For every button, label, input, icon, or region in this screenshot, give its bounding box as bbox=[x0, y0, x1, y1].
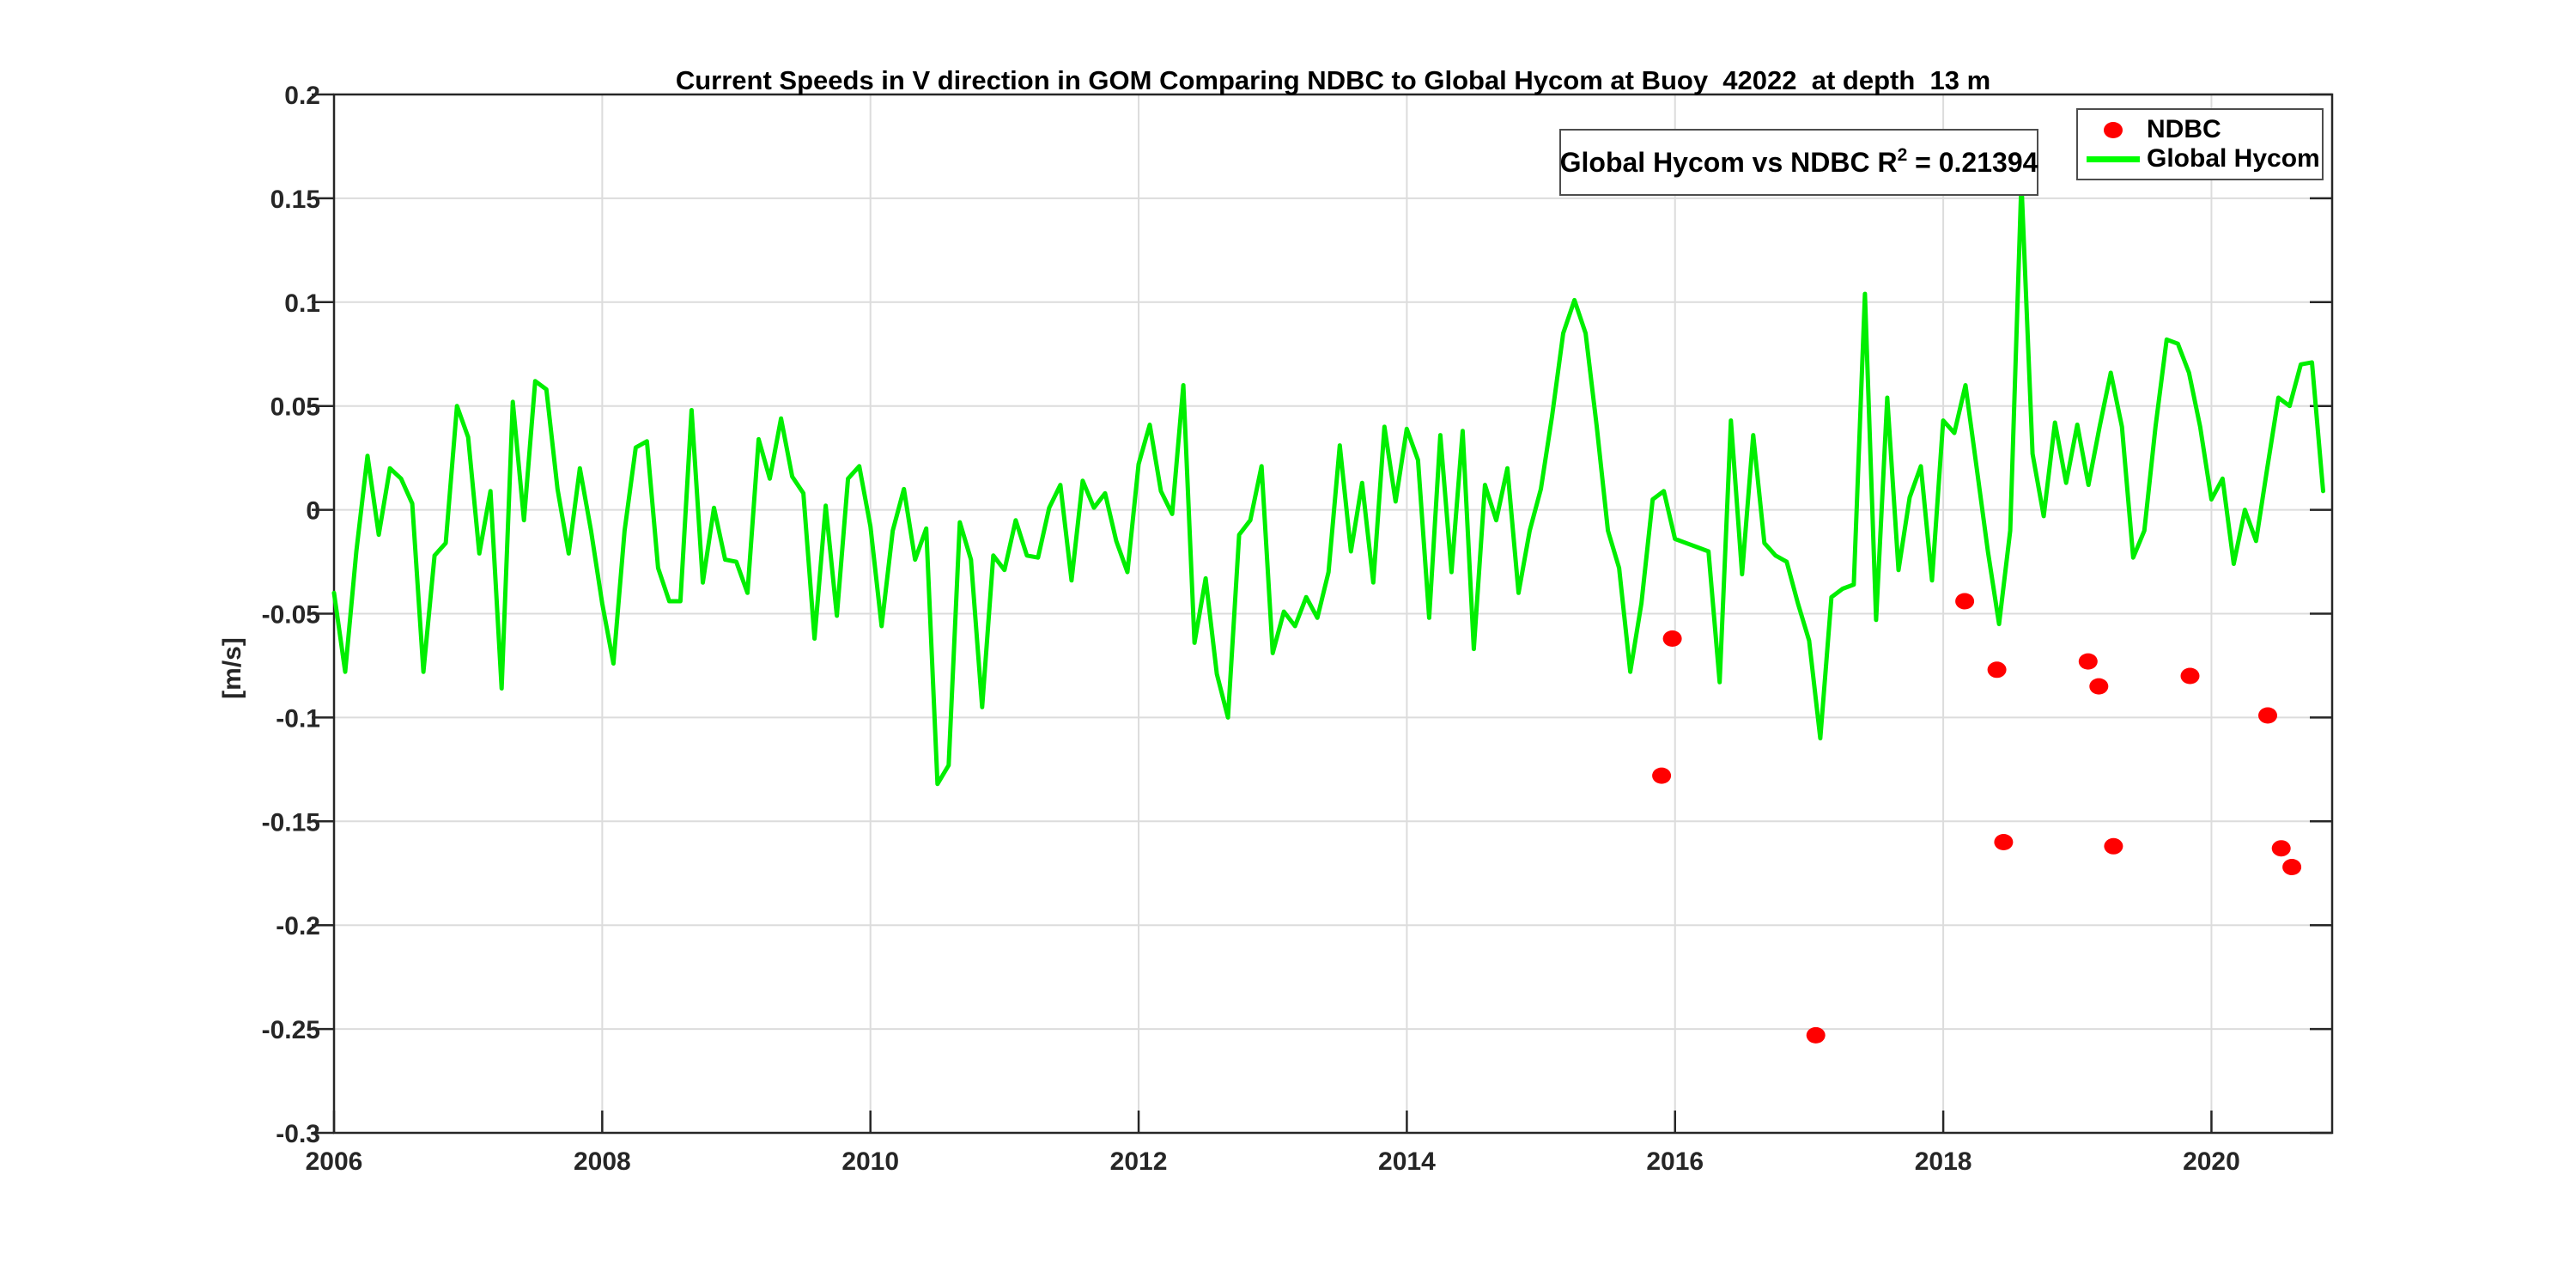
y-axis-label: [m/s] bbox=[218, 637, 246, 699]
ndbc-data-point bbox=[2180, 667, 2200, 685]
ndbc-data-point bbox=[1652, 767, 1672, 784]
y-tick-label: 0.1 bbox=[284, 289, 320, 318]
gridlines bbox=[333, 94, 2332, 1134]
r2-text-prefix: Global Hycom vs NDBC R bbox=[1559, 146, 1898, 178]
y-tick-label: -0.05 bbox=[262, 601, 320, 630]
tick-labels: 0.2 0.15 0.1 0.05 0 -0.05 -0.1 -0.15 -0.2 -0.25 -0… bbox=[262, 82, 2240, 1176]
ndbc-data-point bbox=[1662, 630, 1682, 647]
x-tick-label: 2020 bbox=[2183, 1147, 2240, 1176]
r2-text-suffix: = 0.21394 bbox=[1907, 146, 2038, 178]
ndbc-data-point bbox=[1806, 1026, 1826, 1044]
y-tick-label: 0.15 bbox=[270, 186, 320, 214]
y-tick-label: -0.3 bbox=[276, 1120, 320, 1148]
x-tick-label: 2014 bbox=[1378, 1147, 1436, 1176]
ndbc-data-point bbox=[1994, 834, 2014, 850]
legend-label-ndbc: NDBC bbox=[2147, 115, 2221, 143]
x-tick-label: 2006 bbox=[306, 1147, 363, 1176]
x-tick-label: 2008 bbox=[574, 1147, 631, 1176]
data-series bbox=[331, 180, 2325, 1044]
ndbc-data-point bbox=[1955, 593, 1975, 610]
global-hycom-line bbox=[331, 180, 2325, 787]
ndbc-data-point bbox=[1987, 661, 2007, 679]
global-hycom-line-icon bbox=[2087, 155, 2140, 162]
y-tick-label: -0.1 bbox=[276, 704, 320, 733]
y-tick-label: -0.25 bbox=[262, 1016, 320, 1044]
legend-item-ndbc: NDBC bbox=[2078, 115, 2322, 144]
ndbc-data-point bbox=[2104, 837, 2123, 855]
y-tick-label: -0.15 bbox=[262, 808, 320, 837]
x-tick-label: 2016 bbox=[1646, 1147, 1704, 1176]
chart-title: Current Speeds in V direction in GOM Com… bbox=[675, 65, 1991, 95]
ndbc-data-point bbox=[2282, 859, 2302, 875]
y-tick-label: -0.2 bbox=[276, 912, 320, 940]
legend-label-global-hycom: Global Hycom bbox=[2147, 144, 2320, 173]
ndbc-marker-icon bbox=[2087, 121, 2140, 138]
x-tick-label: 2010 bbox=[841, 1147, 899, 1176]
ndbc-data-point bbox=[2271, 840, 2291, 857]
ndbc-data-point bbox=[2258, 707, 2277, 724]
axis-frame-and-ticks bbox=[312, 93, 2334, 1135]
x-tick-label: 2018 bbox=[1915, 1147, 1972, 1176]
legend: NDBC Global Hycom bbox=[2076, 108, 2324, 180]
y-tick-label: 0.2 bbox=[284, 82, 320, 110]
y-tick-label: 0 bbox=[306, 497, 320, 526]
legend-item-global-hycom: Global Hycom bbox=[2078, 144, 2322, 173]
y-tick-label: 0.05 bbox=[270, 393, 320, 422]
ndbc-data-point bbox=[2078, 653, 2098, 670]
x-tick-label: 2012 bbox=[1110, 1147, 1168, 1176]
ndbc-data-point bbox=[2089, 678, 2109, 695]
